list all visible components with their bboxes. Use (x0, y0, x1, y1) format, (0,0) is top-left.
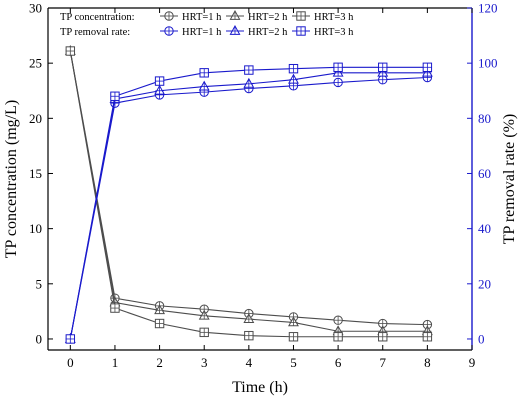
y-left-tick-label: 15 (29, 166, 42, 181)
legend-marker (164, 11, 174, 21)
x-tick-label: 1 (112, 355, 119, 370)
data-point (288, 316, 299, 327)
legend-marker (296, 11, 306, 21)
series-line (69, 72, 428, 340)
data-point (378, 318, 388, 329)
x-tick-label: 9 (469, 355, 476, 370)
data-point (199, 327, 209, 338)
legend-entry: HRT=1 h (160, 11, 222, 23)
y-left-axis-title: TP concentration (mg/L) (3, 100, 20, 258)
data-point (154, 76, 165, 86)
y-right-tick-label: 120 (478, 1, 498, 16)
y-right-tick-label: 0 (478, 331, 485, 346)
data-point (244, 330, 254, 341)
y-right-tick-label: 20 (478, 276, 491, 291)
legend-entry: HRT=3 h (292, 26, 354, 38)
legend-entry: HRT=3 h (292, 11, 354, 23)
x-axis-title: Time (h) (232, 379, 288, 396)
data-point (378, 62, 388, 72)
x-tick-label: 3 (201, 355, 208, 370)
legend-entry-label: HRT=3 h (314, 27, 354, 38)
y-right-tick-label: 60 (478, 166, 491, 181)
legend-marker (229, 9, 241, 20)
legend-marker (229, 24, 241, 35)
y-left-tick-label: 20 (29, 111, 42, 126)
data-point (110, 303, 120, 313)
x-tick-label: 5 (290, 355, 297, 370)
data-point (154, 304, 166, 315)
data-point (65, 46, 76, 56)
data-point (422, 332, 433, 342)
legend-entry: HRT=2 h (226, 9, 288, 23)
legend-row-label: TP concentration: (60, 12, 135, 23)
x-tick-label: 4 (246, 355, 253, 370)
data-point (154, 318, 165, 329)
data-point (65, 334, 76, 344)
y-right-tick-label: 100 (478, 56, 498, 71)
data-point (288, 73, 299, 84)
data-point (333, 315, 343, 325)
legend-entry: HRT=1 h (160, 26, 222, 38)
data-point (288, 332, 299, 342)
x-tick-label: 2 (156, 355, 163, 370)
legend-entry-label: HRT=2 h (248, 27, 288, 38)
y-right-axis-title: TP removal rate (%) (501, 114, 518, 244)
data-point (333, 332, 343, 342)
data-point (198, 80, 210, 91)
series-concentration-square (65, 46, 433, 342)
y-left-tick-label: 5 (36, 276, 43, 291)
y-left-tick-label: 10 (29, 221, 42, 236)
x-tick-label: 0 (67, 355, 74, 370)
legend-entry-label: HRT=1 h (182, 12, 222, 23)
data-point (333, 62, 343, 72)
series-removal-triangle (64, 66, 433, 343)
series-layer (64, 44, 433, 344)
data-point (243, 77, 255, 88)
legend-entry-label: HRT=2 h (248, 12, 288, 23)
data-point (154, 84, 166, 95)
data-point (199, 68, 209, 78)
legend-marker (296, 26, 306, 36)
x-tick-label: 8 (424, 355, 431, 370)
data-point (422, 62, 433, 72)
data-point (288, 63, 299, 74)
data-point (378, 75, 388, 85)
y-right-tick-label: 40 (478, 221, 491, 236)
legend-entry: HRT=2 h (226, 24, 288, 38)
legend-entry-label: HRT=1 h (182, 27, 222, 38)
data-point (378, 332, 388, 342)
series-line (69, 50, 428, 338)
series-line (69, 66, 428, 340)
y-left-tick-label: 25 (29, 56, 42, 71)
data-point (198, 309, 210, 320)
legend: TP concentration: HRT=1 h HRT=2 h HRT=3 h TP… (60, 9, 354, 38)
x-tick-label: 6 (335, 355, 342, 370)
legend-marker (164, 26, 174, 36)
legend-row-label: TP removal rate: (60, 27, 130, 38)
data-point (243, 313, 255, 323)
legend-entry-label: HRT=3 h (314, 12, 354, 23)
y-left-tick-label: 30 (29, 1, 42, 16)
series-removal-circle (65, 72, 433, 344)
data-point (244, 65, 254, 75)
x-tick-label: 7 (379, 355, 386, 370)
y-right-tick-label: 80 (478, 111, 491, 126)
series-removal-square (65, 62, 433, 344)
data-point (110, 91, 120, 101)
y-left-tick-label: 0 (36, 331, 43, 346)
data-point (333, 77, 343, 88)
